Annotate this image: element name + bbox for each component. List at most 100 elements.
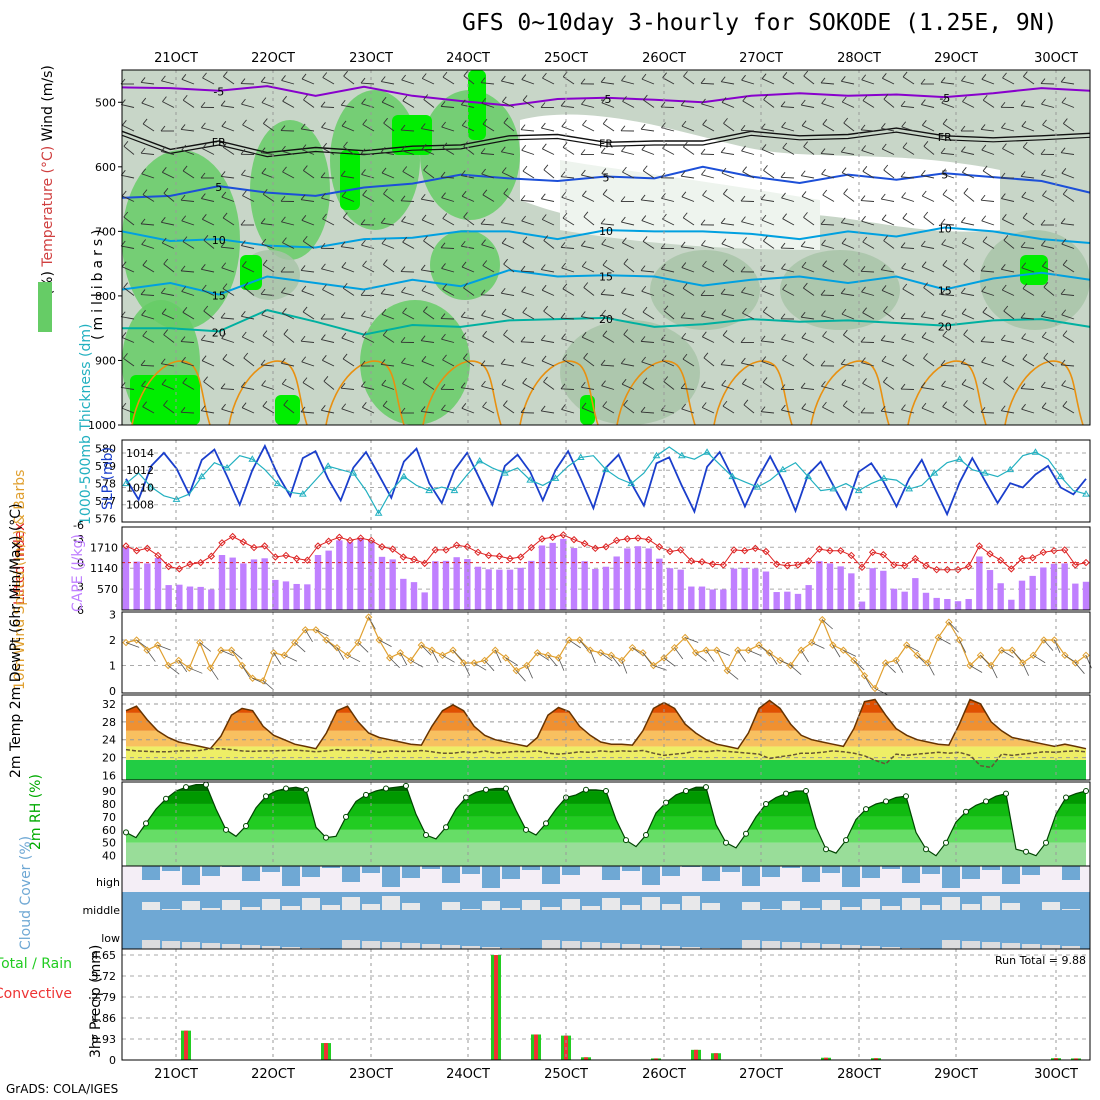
- surface-wind-barb: [167, 665, 180, 675]
- cloud-high-bar: [502, 866, 520, 879]
- thickness-point: [981, 469, 989, 476]
- date-top-3: 24OCT: [446, 51, 490, 66]
- cape-bar: [858, 601, 866, 610]
- lifted-point: [1028, 554, 1037, 562]
- cloud-low-gap: [982, 942, 1000, 949]
- cape-bar: [528, 560, 535, 610]
- precip-tick: 1.86: [92, 1012, 117, 1025]
- cloud-low-gap: [222, 944, 240, 949]
- precip-tick: 4.65: [92, 949, 117, 962]
- slp-tick: 1010: [126, 481, 154, 494]
- cape-bar: [1029, 575, 1036, 610]
- cloud-mid-gap: [162, 909, 180, 910]
- thickness-point: [374, 509, 383, 516]
- surface-wind-barb: [927, 662, 935, 676]
- wind-point: [428, 646, 436, 654]
- wind-point: [269, 649, 278, 657]
- wind-point: [1029, 651, 1037, 660]
- surface-wind-barb: [748, 649, 762, 657]
- isotherm-label-5: 5: [603, 172, 610, 185]
- wind-point: [1040, 636, 1048, 644]
- wind-point: [660, 654, 668, 662]
- rh-bright-0: [468, 70, 486, 140]
- cape-bar: [485, 569, 492, 610]
- wind-point: [565, 636, 573, 644]
- rh-band-0: [126, 842, 1086, 866]
- lifted-point: [1007, 565, 1016, 573]
- cloud-mid-gap: [762, 909, 780, 910]
- precip-tick: 0: [109, 1054, 116, 1067]
- isotherm-label-10: 10: [212, 234, 226, 247]
- wind-point: [354, 638, 362, 647]
- surface-wind-barb: [284, 654, 298, 662]
- date-top-6: 27OCT: [739, 51, 783, 66]
- lifted-point: [815, 545, 824, 553]
- date-bottom-7: 28OCT: [837, 1067, 881, 1082]
- lifted-point: [346, 536, 354, 545]
- cape-bar: [645, 548, 652, 610]
- surface-wind-barb: [537, 652, 550, 661]
- isotherm-FR: [121, 127, 1091, 154]
- rh-point: [1083, 788, 1089, 795]
- lifted-point: [132, 547, 141, 555]
- lifted-point: [303, 556, 312, 564]
- cloud-mid-gap: [802, 908, 820, 910]
- cape-bar: [634, 546, 642, 610]
- wind-point: [639, 649, 647, 657]
- cape-bar: [602, 566, 610, 610]
- cloud-row-low: low: [101, 932, 120, 945]
- cape-bar: [1050, 563, 1058, 610]
- lifted-point: [708, 560, 717, 568]
- lifted-tick: -3: [73, 533, 84, 546]
- wind-point: [702, 646, 710, 654]
- surface-wind-barb: [853, 660, 865, 671]
- surface-wind-barb: [199, 642, 211, 652]
- rh-point: [903, 793, 909, 800]
- wind-barbs-upper: [120, 70, 1075, 414]
- surface-wind-barb: [452, 649, 463, 661]
- cloud-high-bar: [342, 866, 360, 882]
- isotherm-FR-2: [121, 131, 1091, 158]
- temp-tick: 24: [102, 734, 116, 747]
- thickness-tick: 580: [95, 443, 116, 456]
- lifted-point: [442, 546, 450, 554]
- thickness-point: [400, 472, 408, 480]
- wind-point: [196, 638, 204, 647]
- lifted-point: [207, 552, 216, 560]
- cape-bar: [346, 542, 354, 610]
- rh-point: [763, 800, 769, 807]
- cape-bar: [677, 569, 684, 610]
- lifted-point: [239, 538, 248, 546]
- surface-wind-barb: [378, 639, 392, 647]
- temp-band-0: [126, 759, 1086, 780]
- slp-tick: 1012: [126, 464, 154, 477]
- surface-wind-barb: [600, 652, 613, 662]
- cloud-low-gap: [142, 940, 160, 949]
- surface-wind-barb: [178, 660, 188, 673]
- surface-wind-barb: [579, 639, 589, 652]
- surface-wind-barb: [463, 662, 471, 676]
- cloud-mid-gap: [842, 907, 860, 910]
- slp-ylabel: SLP (mb): [100, 447, 116, 510]
- surface-wind-barb: [505, 657, 518, 666]
- lifted-tick-top: -6: [73, 519, 84, 532]
- credit-footer: GrADS: COLA/IGES: [6, 1082, 119, 1096]
- cloud-high-bar: [1062, 866, 1080, 880]
- thickness-point: [804, 472, 812, 480]
- rh-point: [343, 813, 349, 820]
- cape-bar: [965, 599, 972, 610]
- wind-point: [364, 613, 373, 621]
- cloud-mid-gap: [962, 904, 980, 910]
- cape-bar: [784, 591, 791, 610]
- thickness-point: [955, 455, 964, 462]
- lifted-point: [356, 534, 365, 542]
- surface-wind-barb: [621, 660, 628, 674]
- cloud-mid-gap: [482, 901, 500, 910]
- upper-air-ylabel: RH (%) Temperature (°C) Wind (m/s): [40, 65, 56, 320]
- lifted-point: [858, 563, 866, 572]
- date-top-7: 28OCT: [837, 51, 881, 66]
- surface-wind-barb: [136, 639, 148, 649]
- wind-point: [786, 661, 795, 670]
- wind-point: [217, 646, 225, 654]
- rh-tick: 90: [102, 785, 116, 798]
